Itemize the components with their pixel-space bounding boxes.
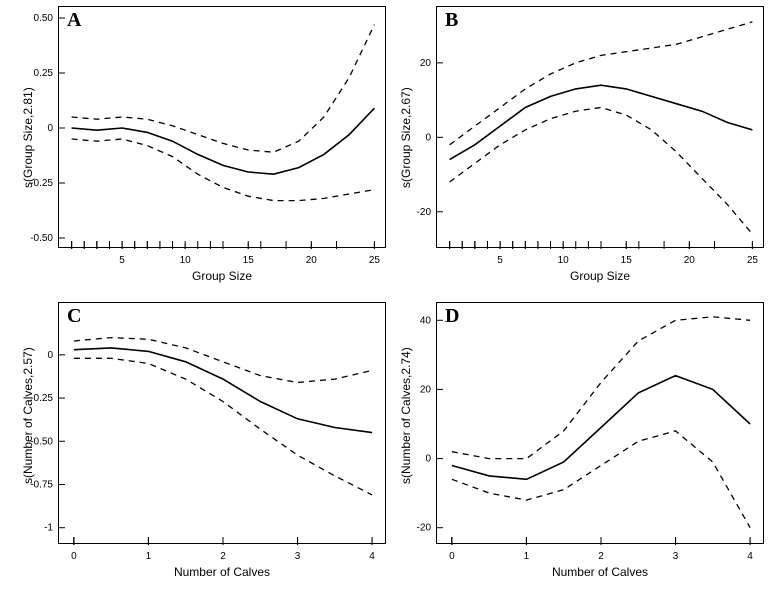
svg-text:25: 25 xyxy=(747,255,759,266)
svg-text:3: 3 xyxy=(295,551,301,562)
panel-svg-A: 510152025-0.50-0.2500.250.50 xyxy=(59,7,387,249)
xlabel-D: Number of Calves xyxy=(437,565,763,579)
svg-text:0: 0 xyxy=(47,350,53,361)
svg-text:-1: -1 xyxy=(44,523,53,534)
svg-text:5: 5 xyxy=(119,255,125,266)
svg-text:-20: -20 xyxy=(417,207,432,218)
ci-upper-D xyxy=(452,317,750,459)
figure-container: A510152025-0.50-0.2500.250.50Group Sizes… xyxy=(0,0,775,589)
ylabel-B: s(Group Size,2.67) xyxy=(399,87,413,188)
ylabel-C: s(Number of Calves,2.57) xyxy=(21,347,35,484)
xlabel-A: Group Size xyxy=(59,269,385,283)
svg-text:40: 40 xyxy=(420,315,432,326)
ci-lower-B xyxy=(450,108,753,235)
svg-text:0: 0 xyxy=(425,132,431,143)
svg-text:-20: -20 xyxy=(417,523,432,534)
svg-text:20: 20 xyxy=(420,58,432,69)
svg-text:20: 20 xyxy=(420,384,432,395)
svg-text:4: 4 xyxy=(747,551,753,562)
svg-text:10: 10 xyxy=(558,255,570,266)
ci-upper-C xyxy=(74,338,372,383)
panel-svg-D: 01234-2002040 xyxy=(437,303,765,545)
panel-C: C01234-1-0.75-0.50-0.250Number of Calves… xyxy=(58,302,386,544)
ci-lower-D xyxy=(452,431,750,528)
fit-line-D xyxy=(452,376,750,480)
ylabel-A: s(Group Size,2.81) xyxy=(21,87,35,188)
panel-B: B510152025-20020Group Sizes(Group Size,2… xyxy=(436,6,764,248)
svg-text:15: 15 xyxy=(243,255,255,266)
xlabel-B: Group Size xyxy=(437,269,763,283)
ci-upper-B xyxy=(450,22,753,145)
svg-text:-0.50: -0.50 xyxy=(30,233,53,244)
panel-svg-C: 01234-1-0.75-0.50-0.250 xyxy=(59,303,387,545)
svg-text:0.25: 0.25 xyxy=(34,68,54,79)
panel-A: A510152025-0.50-0.2500.250.50Group Sizes… xyxy=(58,6,386,248)
svg-text:20: 20 xyxy=(306,255,318,266)
svg-text:0: 0 xyxy=(449,551,455,562)
panel-D: D01234-2002040Number of Calvess(Number o… xyxy=(436,302,764,544)
svg-text:2: 2 xyxy=(220,551,226,562)
svg-text:0: 0 xyxy=(71,551,77,562)
fit-line-A xyxy=(72,108,375,174)
fit-line-C xyxy=(74,348,372,433)
xlabel-C: Number of Calves xyxy=(59,565,385,579)
svg-text:0: 0 xyxy=(47,123,53,134)
svg-text:15: 15 xyxy=(621,255,633,266)
svg-text:3: 3 xyxy=(673,551,679,562)
panel-svg-B: 510152025-20020 xyxy=(437,7,765,249)
ci-lower-A xyxy=(72,139,375,201)
svg-text:0.50: 0.50 xyxy=(34,13,54,24)
svg-text:10: 10 xyxy=(180,255,192,266)
svg-text:25: 25 xyxy=(369,255,381,266)
svg-text:5: 5 xyxy=(497,255,503,266)
svg-text:4: 4 xyxy=(369,551,375,562)
ylabel-D: s(Number of Calves,2.74) xyxy=(399,347,413,484)
svg-text:1: 1 xyxy=(146,551,152,562)
svg-text:1: 1 xyxy=(524,551,530,562)
ci-upper-A xyxy=(72,25,375,153)
svg-text:0: 0 xyxy=(425,454,431,465)
svg-text:20: 20 xyxy=(684,255,696,266)
svg-text:2: 2 xyxy=(598,551,604,562)
